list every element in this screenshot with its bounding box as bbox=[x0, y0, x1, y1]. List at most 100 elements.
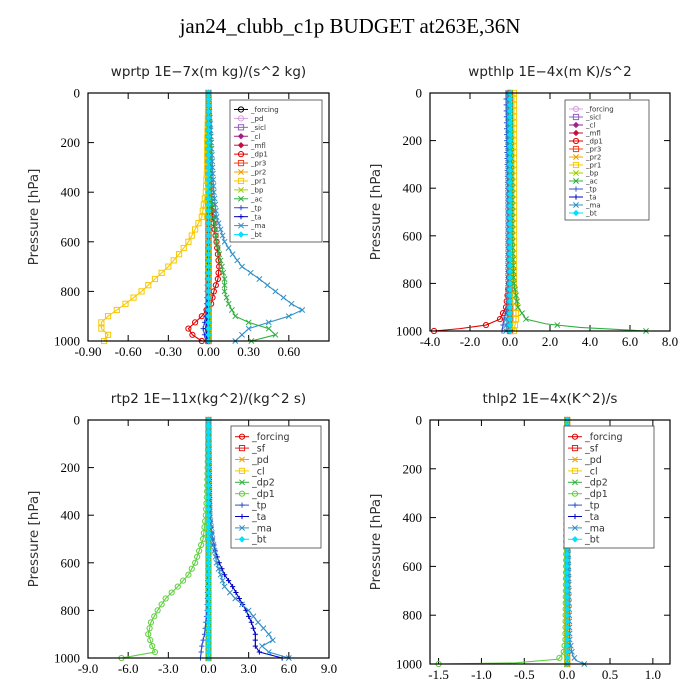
series-point bbox=[213, 214, 220, 220]
series-point bbox=[512, 310, 520, 317]
series-point bbox=[205, 494, 212, 501]
series-point bbox=[209, 536, 216, 542]
x-tick-label: -0.30 bbox=[155, 344, 182, 359]
series-point bbox=[213, 238, 220, 245]
legend-swatch-marker bbox=[238, 222, 244, 229]
legend-entry: _ma bbox=[585, 202, 601, 210]
legend-entry: _ta bbox=[251, 512, 266, 523]
x-tick-label: -0.90 bbox=[74, 344, 101, 359]
series-point bbox=[212, 553, 219, 560]
legend-entry: _mfl bbox=[585, 130, 601, 138]
series-point bbox=[506, 321, 514, 329]
y-tick-label: 1000 bbox=[396, 324, 422, 339]
series-point bbox=[265, 649, 272, 656]
legend-entry: _ta bbox=[250, 213, 262, 221]
series-point bbox=[104, 313, 112, 320]
legend-entry: _sf bbox=[584, 444, 599, 455]
series-point bbox=[205, 500, 212, 507]
legend-swatch-marker bbox=[239, 479, 245, 486]
series-point bbox=[205, 294, 212, 301]
legend-entry: _forcing bbox=[250, 106, 279, 114]
legend-swatch-marker bbox=[571, 490, 579, 497]
series-point bbox=[506, 125, 514, 132]
legend-swatch-marker bbox=[237, 142, 245, 149]
series-point bbox=[192, 559, 199, 566]
series-point bbox=[226, 589, 233, 596]
series-point bbox=[501, 316, 507, 322]
chart-panel-3: rtp2 1E−11x(kg^2)/(kg^2 s) Pressure [hPa]… bbox=[26, 391, 337, 676]
y-tick-label: 0 bbox=[74, 86, 81, 101]
series-point bbox=[563, 581, 571, 588]
legend-entry: _bt bbox=[585, 210, 597, 218]
legend-entry: _bt bbox=[584, 535, 600, 546]
series-bt bbox=[205, 89, 212, 345]
series-point bbox=[205, 170, 212, 177]
series-point bbox=[215, 269, 222, 276]
series-point bbox=[256, 649, 262, 655]
series-point bbox=[205, 601, 212, 608]
series-line bbox=[438, 419, 568, 665]
legend-swatch-marker bbox=[571, 467, 579, 474]
series-point bbox=[252, 637, 258, 643]
series-point bbox=[205, 275, 212, 283]
x-tick-label: -0.60 bbox=[115, 344, 142, 359]
series-point bbox=[515, 304, 521, 311]
series-point bbox=[205, 470, 212, 477]
legend-swatch-marker bbox=[572, 479, 578, 486]
series-bt bbox=[205, 416, 212, 662]
series-point bbox=[563, 654, 571, 662]
series-point bbox=[154, 607, 161, 614]
series-point bbox=[205, 139, 212, 146]
series-point bbox=[205, 306, 212, 314]
series-point bbox=[506, 280, 514, 287]
series-point bbox=[221, 583, 228, 590]
legend-swatch-marker bbox=[572, 105, 580, 113]
legend-swatch-marker bbox=[238, 186, 244, 193]
series-point bbox=[205, 164, 212, 171]
plot-frame bbox=[429, 92, 671, 332]
series-point bbox=[228, 307, 235, 313]
legend-swatch-marker bbox=[238, 205, 244, 211]
series-point bbox=[151, 275, 159, 283]
legend-swatch-marker bbox=[237, 177, 245, 185]
series-pr1 bbox=[98, 89, 212, 345]
x-tick-label: -1.0 bbox=[471, 667, 492, 682]
legend-swatch-marker bbox=[571, 536, 579, 543]
x-tick-label: -0.5 bbox=[514, 667, 535, 682]
series-point bbox=[506, 185, 514, 192]
series-point bbox=[264, 282, 271, 289]
series-point bbox=[195, 220, 202, 227]
legend-swatch-marker bbox=[572, 145, 580, 153]
series-point bbox=[165, 263, 172, 270]
series-point bbox=[514, 298, 520, 305]
series-point bbox=[205, 631, 212, 638]
y-tick-label: 0 bbox=[416, 86, 423, 101]
series-point bbox=[205, 559, 212, 566]
series-point bbox=[506, 137, 514, 144]
series-point bbox=[185, 571, 192, 578]
series-point bbox=[506, 149, 514, 156]
plot-frame bbox=[87, 92, 330, 342]
legend-entry: _tp bbox=[585, 186, 597, 194]
legend-swatch-marker bbox=[572, 524, 578, 531]
legend-entry: _cl bbox=[251, 466, 265, 477]
series-point bbox=[239, 331, 245, 338]
series-point bbox=[196, 547, 203, 555]
series-point bbox=[265, 325, 272, 332]
series-point bbox=[212, 201, 219, 208]
series-point bbox=[209, 158, 216, 165]
y-tick-label: 1000 bbox=[396, 657, 422, 672]
series-point bbox=[151, 648, 159, 656]
series-point bbox=[510, 268, 517, 275]
y-tick-label: 800 bbox=[61, 603, 81, 618]
legend-swatch-marker bbox=[239, 456, 245, 463]
x-tick-label: 1.0 bbox=[645, 667, 661, 682]
series-point bbox=[205, 607, 212, 614]
series-point bbox=[205, 331, 212, 338]
series-point bbox=[230, 584, 236, 590]
series-point bbox=[506, 238, 514, 245]
legend: _forcing_pd_sicl_cl_mfl_dp1_pr3_pr2_pr1_… bbox=[229, 99, 323, 243]
series-point bbox=[556, 654, 563, 662]
y-tick-label: 400 bbox=[403, 510, 423, 525]
series-point bbox=[205, 226, 212, 233]
